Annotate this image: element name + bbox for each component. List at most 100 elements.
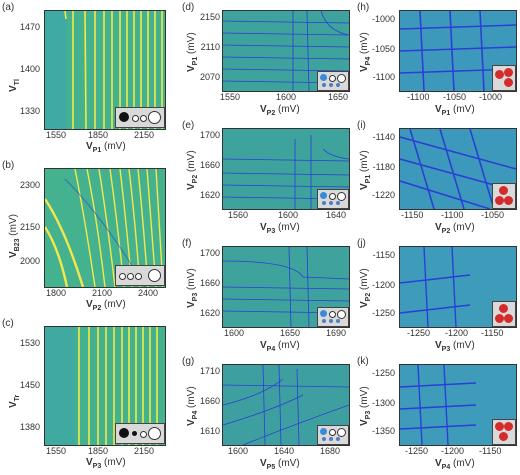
dot-icon — [135, 273, 142, 280]
y-axis-label: VP4 (mV) — [186, 386, 199, 426]
dot-icon — [329, 429, 336, 436]
dot-legend-inset — [492, 65, 516, 91]
plot-area — [222, 128, 350, 210]
y-tick: 1380 — [19, 422, 40, 432]
dot-legend-inset — [115, 265, 165, 286]
dot-icon — [504, 196, 513, 205]
x-tick: 2150 — [134, 130, 155, 140]
dot-icon — [132, 115, 139, 122]
dot-icon — [504, 78, 513, 87]
x-tick: -1200 — [445, 328, 469, 338]
x-tick: 1600 — [224, 328, 245, 338]
dot-icon — [322, 319, 326, 323]
panel-i: (i) -1140 -1180 -1220 -1150 -1100 -1050 … — [355, 118, 520, 236]
plot-area — [44, 168, 166, 288]
dot-icon — [504, 68, 513, 77]
x-tick: -1050 — [481, 210, 505, 220]
y-tick: 1610 — [199, 426, 220, 436]
x-tick: 1550 — [46, 130, 67, 140]
y-tick: 1710 — [199, 366, 220, 376]
plot-area — [222, 246, 350, 328]
x-tick: -1150 — [401, 210, 424, 220]
panel-label: (d) — [182, 2, 195, 13]
y-tick: -1100 — [372, 72, 395, 82]
charge-stability-map — [400, 247, 516, 327]
x-tick: 1800 — [46, 288, 67, 298]
panel-label: (i) — [357, 120, 366, 131]
x-tick: 1560 — [228, 210, 249, 220]
dot-icon — [140, 431, 147, 438]
x-tick: 1600 — [278, 210, 299, 220]
y-tick: -1350 — [371, 426, 395, 436]
dot-legend-inset — [317, 71, 349, 91]
dot-icon — [336, 437, 340, 441]
y-axis-label: VP2 (mV) — [186, 150, 199, 190]
x-tick: 1650 — [328, 92, 349, 102]
dot-icon — [329, 311, 336, 318]
y-tick: 1620 — [199, 308, 220, 318]
panel-label: (h) — [357, 2, 370, 13]
y-tick: -1250 — [371, 308, 395, 318]
dot-icon — [336, 83, 340, 87]
x-axis-label: VP3 (mV) — [86, 457, 126, 470]
x-tick: 1640 — [274, 446, 295, 456]
y-tick: -1140 — [372, 132, 395, 142]
x-axis-label: VP4 (mV) — [435, 458, 475, 471]
dot-icon — [329, 437, 333, 441]
dot-legend-inset — [492, 301, 516, 327]
y-tick: -1150 — [372, 250, 395, 260]
y-tick: -1200 — [371, 280, 395, 290]
x-axis-label: VP2 (mV) — [260, 104, 300, 117]
dot-icon — [495, 314, 504, 323]
x-tick: 2400 — [138, 288, 159, 298]
panel-c: (c) 1530 1450 1380 1550 1850 2150 VP3 (m… — [0, 316, 170, 475]
panel-label: (f) — [182, 238, 192, 249]
plot-area — [44, 10, 166, 130]
panel-e: (e) 1700 1660 1620 1560 1600 1640 VP3 (m… — [180, 118, 352, 236]
y-tick: 1660 — [199, 396, 220, 406]
x-axis-label: VP1 (mV) — [435, 104, 475, 117]
panel-k: (k) -1250 -1300 -1350 -1250 -1200 -1150 … — [355, 354, 520, 475]
y-tick: 1660 — [199, 278, 220, 288]
plot-area — [399, 364, 517, 446]
charge-stability-map — [45, 327, 165, 445]
y-axis-label: VP1 (mV) — [359, 150, 372, 190]
dot-icon — [337, 310, 346, 319]
dot-icon — [140, 115, 147, 122]
y-tick: 1700 — [199, 130, 220, 140]
panel-d: (d) 2150 2110 2070 1550 1600 1650 VP2 (m… — [180, 0, 352, 118]
x-axis-label: VP4 (mV) — [260, 340, 300, 353]
y-axis-label: VP2 (mV) — [359, 268, 372, 308]
panel-label: (j) — [357, 238, 366, 249]
x-tick: 1640 — [326, 210, 347, 220]
y-tick: 1620 — [199, 190, 220, 200]
dot-icon — [322, 83, 326, 87]
x-tick: 1850 — [88, 446, 109, 456]
y-axis-label: VP3 (mV) — [186, 268, 199, 308]
plot-area — [399, 10, 517, 92]
y-tick: 1330 — [19, 106, 40, 116]
dot-icon — [504, 422, 513, 431]
x-axis-label: VP2 (mV) — [86, 299, 126, 312]
dot-legend-inset — [317, 189, 349, 209]
y-tick: -1300 — [371, 398, 395, 408]
dot-icon — [322, 437, 326, 441]
dot-icon — [132, 431, 137, 436]
panel-g: (g) 1710 1660 1610 1600 1640 1680 VP5 (m… — [180, 354, 352, 475]
plot-area — [222, 10, 350, 92]
dot-icon — [337, 428, 346, 437]
x-tick: 1650 — [280, 328, 301, 338]
panel-label: (g) — [182, 356, 195, 367]
dot-icon — [337, 192, 346, 201]
dot-icon — [148, 111, 161, 124]
x-tick: 1550 — [46, 446, 67, 456]
dot-icon — [499, 186, 508, 195]
dot-icon — [148, 269, 161, 282]
dot-icon — [329, 319, 333, 323]
panel-label: (b) — [2, 160, 15, 171]
panel-label: (k) — [357, 356, 369, 367]
dot-icon — [329, 193, 336, 200]
dot-icon — [495, 70, 504, 79]
dot-legend-inset — [317, 307, 349, 327]
x-axis-label: VP3 (mV) — [435, 340, 475, 353]
